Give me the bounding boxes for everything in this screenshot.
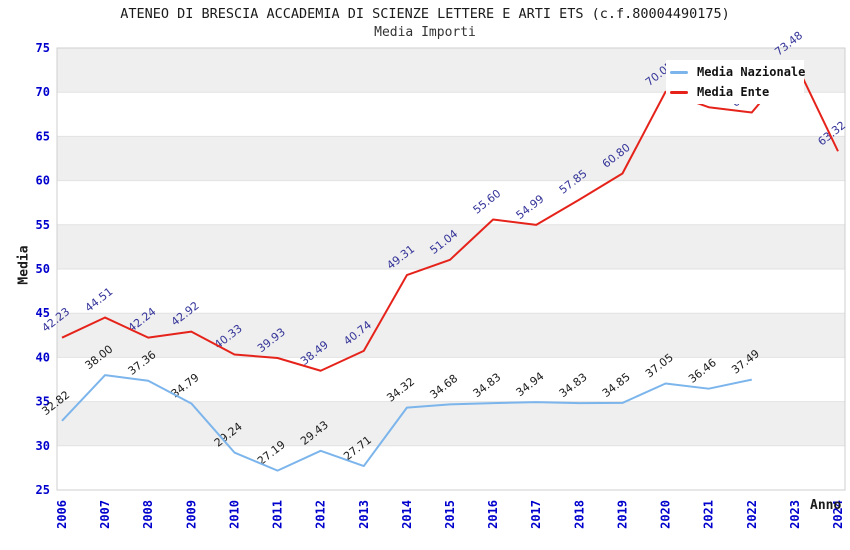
plot-border <box>56 47 846 491</box>
data-label: 44.51 <box>83 285 116 315</box>
legend: Media Nazionale Media Ente <box>666 60 806 104</box>
x-tick-label: 2016 <box>486 500 500 529</box>
x-tick-label: 2013 <box>357 500 371 529</box>
y-tick-label: 60 <box>36 174 50 188</box>
x-tick-label: 2014 <box>400 500 414 529</box>
x-tick-label: 2006 <box>55 500 69 529</box>
data-label: 34.83 <box>557 371 590 401</box>
legend-item-media-nazionale[interactable]: Media Nazionale <box>666 64 806 81</box>
y-axis-title: Media <box>16 245 32 285</box>
legend-label: Media Ente <box>697 85 770 99</box>
y-tick-label: 50 <box>36 262 50 276</box>
x-axis-title: Anno <box>810 498 842 513</box>
plot-band <box>57 224 845 269</box>
chart-subtitle: Media Importi <box>374 25 476 40</box>
x-tick-label: 2020 <box>659 500 673 529</box>
data-label: 34.85 <box>600 370 633 400</box>
y-tick-label: 25 <box>36 483 50 497</box>
x-tick-label: 2009 <box>184 500 198 529</box>
y-tick-label: 75 <box>36 41 50 55</box>
data-label: 34.79 <box>169 371 202 401</box>
x-tick-label: 2007 <box>98 500 112 529</box>
y-tick-label: 55 <box>36 218 50 232</box>
data-label: 34.68 <box>427 372 460 402</box>
plot-band <box>57 136 845 181</box>
y-tick-label: 35 <box>36 395 50 409</box>
data-label: 34.94 <box>514 370 547 400</box>
x-tick-label: 2021 <box>702 500 716 529</box>
x-tick-label: 2012 <box>314 500 328 529</box>
x-tick-label: 2023 <box>788 500 802 529</box>
y-tick-label: 30 <box>36 439 50 453</box>
data-label: 54.99 <box>514 192 547 222</box>
x-tick-label: 2011 <box>271 500 285 529</box>
legend-item-media-ente[interactable]: Media Ente <box>666 84 804 101</box>
y-tick-label: 45 <box>36 306 50 320</box>
data-label: 34.83 <box>471 371 504 401</box>
series-line-media-ente <box>61 60 839 372</box>
legend-label: Media Nazionale <box>697 65 806 79</box>
x-tick-label: 2019 <box>615 500 629 529</box>
data-label: 55.60 <box>471 187 504 217</box>
series-line-media-nazionale <box>61 374 752 472</box>
legend-dash-icon <box>670 70 688 74</box>
legend-dash-icon <box>670 90 688 94</box>
y-tick-label: 70 <box>36 85 50 99</box>
x-tick-label: 2018 <box>572 500 586 529</box>
plot-band <box>57 313 845 358</box>
x-tick-label: 2015 <box>443 500 457 529</box>
x-tick-label: 2008 <box>141 500 155 529</box>
data-label: 36.46 <box>686 356 719 386</box>
x-tick-label: 2024 <box>831 500 845 529</box>
y-tick-label: 40 <box>36 350 50 364</box>
x-tick-label: 2010 <box>227 500 241 529</box>
y-tick-label: 65 <box>36 129 50 143</box>
plot-band <box>57 401 845 446</box>
x-tick-label: 2022 <box>745 500 759 529</box>
chart-title: ATENEO DI BRESCIA ACCADEMIA DI SCIENZE L… <box>120 6 730 22</box>
data-label: 34.32 <box>384 375 417 405</box>
x-tick-label: 2017 <box>529 500 543 529</box>
